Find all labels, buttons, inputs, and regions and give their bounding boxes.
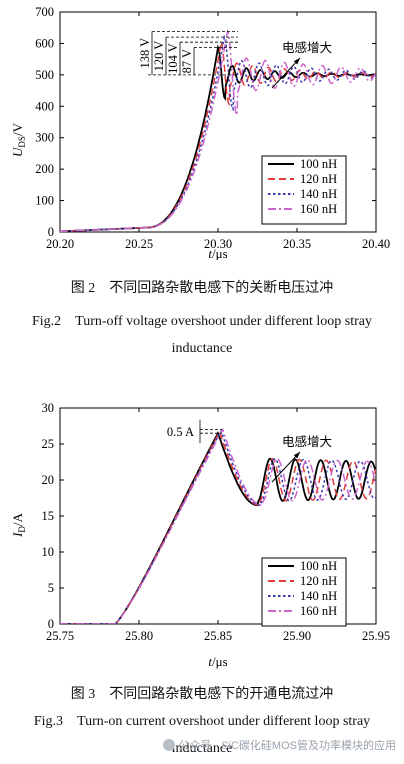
inductance-increase-label: 电感增大	[282, 434, 332, 449]
y-tick-label: 15	[42, 509, 55, 523]
series-line	[60, 428, 376, 624]
legend-box	[261, 155, 347, 225]
overshoot-label: 138 V	[138, 38, 152, 69]
figure-2-voltage-chart: 20.20 20.25 20.30 20.35 20.40 0 100 200 300 400 50…	[10, 5, 390, 260]
overshoot-label: 87 V	[180, 49, 194, 73]
y-axis-label: UDS/V	[10, 122, 27, 157]
x-tick-label: 25.75	[46, 629, 74, 643]
figure-3-caption-cn: 图 3 不同回路杂散电感下的开通电流过冲	[70, 687, 334, 702]
y-tick-label: 100	[35, 194, 54, 208]
increase-arrow	[271, 451, 301, 483]
figure-3-current-chart: 25.75 25.80 25.85 25.90 25.95 0 5 10 15 20 25 30 0.5…	[10, 401, 390, 669]
legend-label: 160 nH	[300, 604, 337, 618]
legend-label: 120 nH	[300, 574, 337, 588]
y-tick-label: 25	[42, 437, 55, 451]
x-tick-label: 25.95	[362, 629, 390, 643]
x-tick-label: 25.85	[204, 629, 232, 643]
x-tick-label: 20.30	[204, 237, 232, 251]
legend-label: 160 nH	[300, 202, 337, 216]
y-tick-label: 0	[48, 617, 54, 631]
figure-3-caption-en-2: inductance	[171, 741, 233, 756]
legend-box	[261, 557, 347, 627]
legend-label: 100 nH	[300, 157, 337, 171]
legend-label: 140 nH	[300, 589, 337, 603]
figure-3-caption-en-1: Fig.3 Turn-on current overshoot under di…	[33, 714, 371, 729]
x-axis-label: t/μs	[208, 246, 227, 260]
y-tick-label: 700	[35, 5, 54, 19]
y-axis-label: ID/A	[10, 512, 27, 537]
figure-2-caption-en-2: inductance	[171, 341, 233, 356]
arrow-head	[293, 58, 300, 65]
watermark: 公众号 · SiC碳化硅MOS管及功率模块的应用	[163, 737, 396, 753]
series-line	[60, 39, 376, 232]
series-line	[60, 427, 376, 624]
y-tick-label: 300	[35, 131, 54, 145]
inductance-increase-label: 电感增大	[282, 40, 332, 55]
y-tick-label: 5	[48, 581, 54, 595]
watermark-text: 公众号 · SiC碳化硅MOS管及功率模块的应用	[178, 740, 396, 752]
series-line	[60, 29, 376, 232]
figure-2-caption-en-1: Fig.2 Turn-off voltage overshoot under d…	[32, 314, 372, 329]
y-tick-label: 600	[35, 36, 54, 50]
y-tick-label: 0	[48, 225, 54, 239]
x-axis-label: t/μs	[208, 654, 227, 669]
overshoot-label: 120 V	[152, 41, 166, 72]
y-tick-label: 10	[42, 545, 55, 559]
increase-arrow	[271, 57, 301, 89]
legend-label: 100 nH	[300, 559, 337, 573]
x-tick-label: 25.80	[125, 629, 153, 643]
x-tick-label: 20.35	[283, 237, 311, 251]
x-tick-label: 20.40	[362, 237, 390, 251]
figure-2-caption-cn: 图 2 不同回路杂散电感下的关断电压过冲	[70, 281, 334, 296]
y-tick-label: 500	[35, 68, 54, 82]
overshoot-label: 104 V	[166, 43, 180, 74]
legend-label: 140 nH	[300, 187, 337, 201]
y-tick-label: 400	[35, 99, 54, 113]
y-tick-label: 20	[42, 473, 55, 487]
y-tick-label: 200	[35, 162, 54, 176]
arrow-head	[293, 452, 300, 459]
series-line	[60, 34, 376, 232]
x-tick-label: 20.20	[46, 237, 74, 251]
wechat-icon	[163, 739, 176, 751]
peak-diff-label: 0.5 A	[167, 425, 194, 439]
legend-label: 120 nH	[300, 172, 337, 186]
series-line	[60, 429, 376, 624]
y-tick-label: 30	[42, 401, 55, 415]
x-tick-label: 25.90	[283, 629, 311, 643]
x-tick-label: 20.25	[125, 237, 153, 251]
